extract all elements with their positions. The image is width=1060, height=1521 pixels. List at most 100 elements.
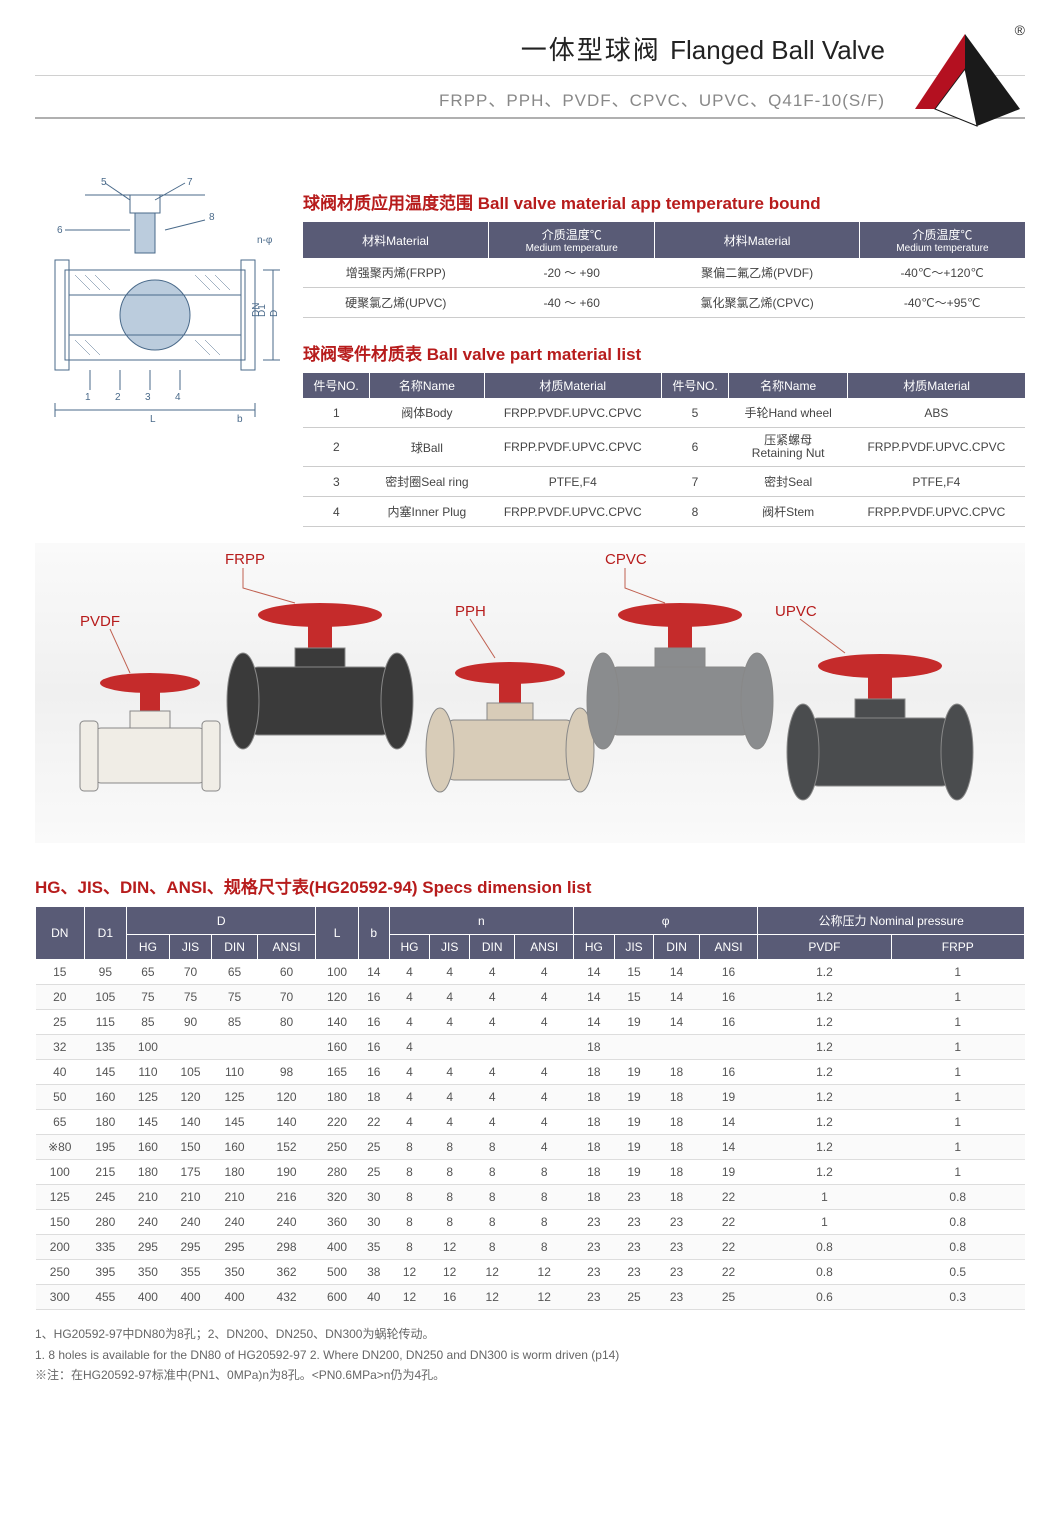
- spec-cell: 1: [891, 1160, 1024, 1185]
- footnote-2: 1. 8 holes is available for the DN80 of …: [35, 1345, 1025, 1365]
- spec-cell: 190: [257, 1160, 316, 1185]
- spec-cell: 4: [515, 1085, 574, 1110]
- spec-cell: 16: [358, 985, 389, 1010]
- spec-cell: 400: [316, 1235, 359, 1260]
- spec-cell: [212, 1035, 257, 1060]
- spec-cell: 4: [430, 985, 470, 1010]
- spec-cell: 14: [654, 1010, 699, 1035]
- spec-cell: 160: [212, 1135, 257, 1160]
- svg-text:8: 8: [209, 212, 215, 223]
- footnotes: 1、HG20592-97中DN80为8孔；2、DN200、DN250、DN300…: [35, 1324, 1025, 1385]
- spec-cell: 19: [614, 1010, 654, 1035]
- spec-cell: 1.2: [758, 1010, 891, 1035]
- spec-cell: 120: [257, 1085, 316, 1110]
- spec-header: n: [389, 907, 573, 935]
- spec-cell: 4: [515, 1060, 574, 1085]
- spec-cell: 12: [430, 1235, 470, 1260]
- tables-column: 球阀材质应用温度范围 Ball valve material app tempe…: [303, 175, 1025, 527]
- spec-cell: 50: [36, 1085, 85, 1110]
- footnote-3: ※注：在HG20592-97标准中(PN1、0MPa)n为8孔。<PN0.6MP…: [35, 1365, 1025, 1385]
- valve-cross-section-icon: 5 7 6 8 n-φ 1 2 3 4 L b D D1 DN: [35, 175, 285, 425]
- spec-cell: 14: [699, 1135, 758, 1160]
- parts-cell: FRPP.PVDF.UPVC.CPVC: [484, 497, 661, 527]
- spec-cell: 25: [614, 1285, 654, 1310]
- spec-row: 2010575757570120164444141514161.21: [36, 985, 1025, 1010]
- parts-cell: 球Ball: [370, 428, 485, 467]
- spec-cell: 1.2: [758, 1110, 891, 1135]
- spec-cell: 210: [169, 1185, 212, 1210]
- temp-header: 介质温度℃Medium temperature: [489, 222, 655, 258]
- spec-cell: 140: [169, 1110, 212, 1135]
- spec-cell: 8: [389, 1160, 430, 1185]
- spec-cell: 220: [316, 1110, 359, 1135]
- spec-cell: 125: [212, 1085, 257, 1110]
- spec-cell: 14: [358, 960, 389, 985]
- svg-text:4: 4: [175, 392, 181, 403]
- spec-header: DIN: [212, 935, 257, 960]
- spec-cell: 23: [654, 1210, 699, 1235]
- spec-cell: 100: [36, 1160, 85, 1185]
- spec-row: 2503953503553503625003812121212232323220…: [36, 1260, 1025, 1285]
- spec-cell: 85: [212, 1010, 257, 1035]
- spec-cell: 16: [358, 1060, 389, 1085]
- spec-cell: 1.2: [758, 960, 891, 985]
- valve-cpvc-icon: [575, 575, 785, 785]
- spec-cell: 19: [614, 1160, 654, 1185]
- spec-cell: 8: [389, 1210, 430, 1235]
- spec-cell: 145: [212, 1110, 257, 1135]
- svg-text:7: 7: [187, 177, 193, 188]
- spec-cell: 4: [515, 1110, 574, 1135]
- spec-header: DN: [36, 907, 85, 960]
- spec-cell: 40: [358, 1285, 389, 1310]
- spec-cell: 110: [127, 1060, 170, 1085]
- spec-header: HG: [127, 935, 170, 960]
- spec-row: 159565706560100144444141514161.21: [36, 960, 1025, 985]
- spec-cell: 140: [316, 1010, 359, 1035]
- temp-cell: -40℃～+95℃: [859, 288, 1025, 318]
- spec-cell: 25: [36, 1010, 85, 1035]
- spec-cell: 1: [891, 1035, 1024, 1060]
- spec-cell: 1: [891, 1085, 1024, 1110]
- spec-cell: 18: [654, 1185, 699, 1210]
- parts-row: 1阀体BodyFRPP.PVDF.UPVC.CPVC5手轮Hand wheelA…: [303, 398, 1025, 428]
- parts-header: 件号NO.: [661, 373, 728, 398]
- spec-cell: 18: [573, 1185, 614, 1210]
- spec-cell: [169, 1035, 212, 1060]
- spec-cell: 0.8: [891, 1185, 1024, 1210]
- spec-cell: 4: [389, 1035, 430, 1060]
- spec-cell: 350: [212, 1260, 257, 1285]
- spec-cell: 18: [573, 1110, 614, 1135]
- spec-cell: 16: [430, 1285, 470, 1310]
- spec-cell: 8: [515, 1160, 574, 1185]
- label-pph: PPH: [455, 603, 486, 620]
- spec-cell: 215: [84, 1160, 127, 1185]
- spec-cell: 18: [654, 1110, 699, 1135]
- spec-cell: 8: [515, 1185, 574, 1210]
- spec-header: φ: [573, 907, 757, 935]
- spec-cell: 19: [614, 1135, 654, 1160]
- spec-cell: 65: [36, 1110, 85, 1135]
- spec-header: D: [127, 907, 316, 935]
- spec-row: 32135100160164181.21: [36, 1035, 1025, 1060]
- parts-row: 4内塞Inner PlugFRPP.PVDF.UPVC.CPVC8阀杆StemF…: [303, 497, 1025, 527]
- spec-cell: 115: [84, 1010, 127, 1035]
- spec-cell: 22: [699, 1185, 758, 1210]
- specs-section-title: HG、JIS、DIN、ANSI、规格尺寸表(HG20592-94) Specs …: [35, 873, 1025, 898]
- temp-section-title: 球阀材质应用温度范围 Ball valve material app tempe…: [303, 189, 1025, 214]
- parts-cell: ABS: [848, 398, 1025, 428]
- spec-row: 1252452102102102163203088881823182210.8: [36, 1185, 1025, 1210]
- parts-cell: 8: [661, 497, 728, 527]
- spec-cell: 4: [430, 1060, 470, 1085]
- parts-cell: 阀体Body: [370, 398, 485, 428]
- spec-cell: 4: [469, 985, 514, 1010]
- spec-cell: 245: [84, 1185, 127, 1210]
- footnote-1: 1、HG20592-97中DN80为8孔；2、DN200、DN250、DN300…: [35, 1324, 1025, 1344]
- spec-cell: 135: [84, 1035, 127, 1060]
- technical-diagram: 5 7 6 8 n-φ 1 2 3 4 L b D D1 DN: [35, 175, 285, 527]
- spec-cell: 12: [469, 1285, 514, 1310]
- parts-cell: 7: [661, 467, 728, 497]
- valve-upvc-icon: [775, 628, 985, 828]
- spec-cell: 355: [169, 1260, 212, 1285]
- spec-cell: 8: [389, 1185, 430, 1210]
- parts-table: 件号NO.名称Name材质Material件号NO.名称Name材质Materi…: [303, 373, 1025, 527]
